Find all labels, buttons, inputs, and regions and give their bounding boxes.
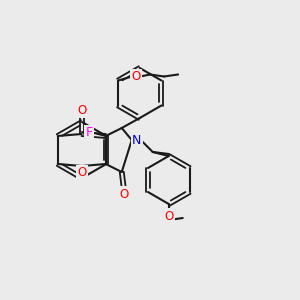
Text: O: O xyxy=(77,167,86,179)
Text: O: O xyxy=(131,70,141,83)
Text: O: O xyxy=(77,103,86,116)
Text: O: O xyxy=(119,188,128,200)
Text: F: F xyxy=(86,127,93,140)
Text: O: O xyxy=(164,209,173,223)
Text: N: N xyxy=(132,134,141,146)
